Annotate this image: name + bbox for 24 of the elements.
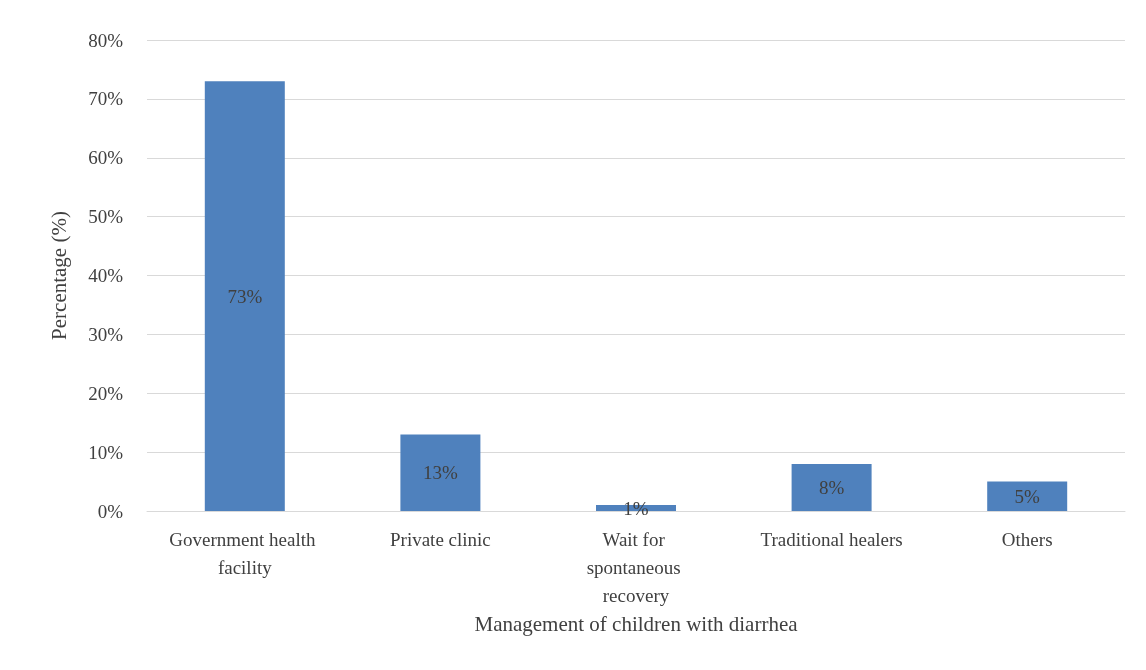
y-tick-label: 50% (88, 206, 124, 228)
y-axis-title: Percentage (%) (46, 211, 71, 340)
x-axis-title: Management of children with diarrhea (474, 612, 799, 637)
y-tick-label: 10% (88, 441, 124, 463)
bar (791, 463, 872, 511)
y-tick-label: 80% (88, 29, 124, 51)
data-label: 13% (422, 462, 458, 484)
y-tick-label: 0% (97, 500, 124, 522)
y-tick-label: 40% (88, 265, 124, 286)
data-label: 5% (1014, 485, 1041, 507)
bar (987, 481, 1068, 511)
y-tick-label: 60% (88, 147, 124, 169)
bar (204, 81, 285, 511)
data-label: 73% (227, 285, 263, 307)
x-tick-label: Government health facility (169, 528, 321, 578)
y-tick-label: 70% (88, 88, 124, 110)
y-tick-label: 30% (88, 323, 124, 345)
x-tick-label: Traditional healers (760, 528, 903, 550)
x-tick-label: Private clinic (390, 528, 491, 550)
data-label: 8% (818, 476, 845, 498)
y-tick-label: 20% (88, 382, 124, 404)
x-tick-label: Others (1001, 528, 1053, 550)
bar (400, 434, 481, 511)
x-tick-label: Wait for spontaneous recovery (586, 528, 686, 606)
